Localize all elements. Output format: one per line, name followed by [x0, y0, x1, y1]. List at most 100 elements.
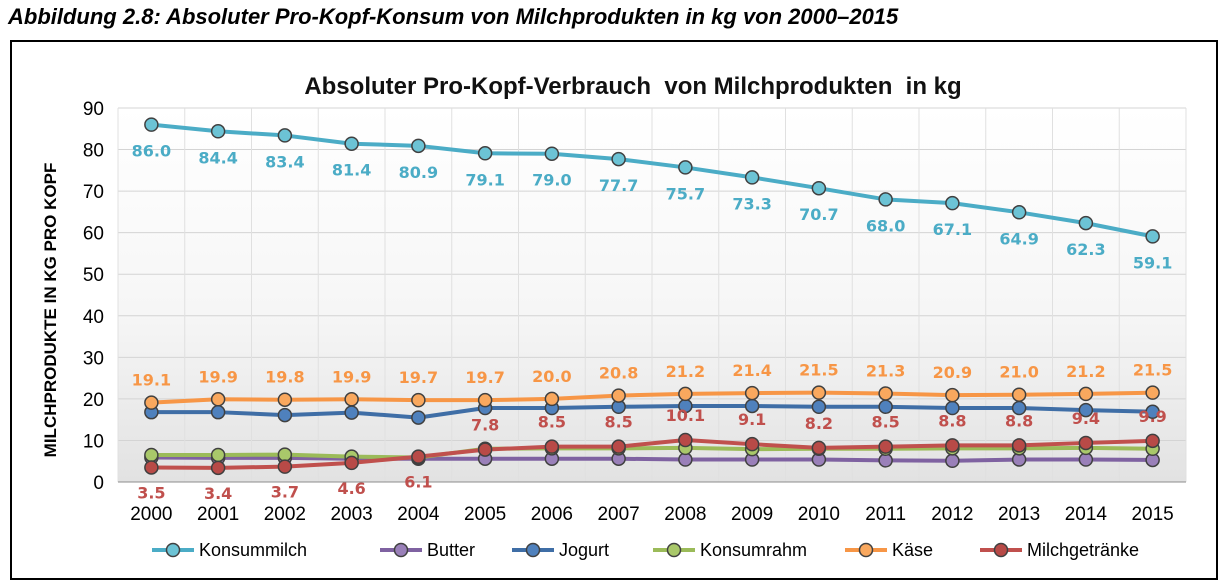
y-tick-label: 70 [83, 182, 104, 203]
data-point-konsummilch [411, 138, 426, 154]
data-point-konsummilch [945, 195, 960, 211]
data-label-konsummilch: 68.0 [866, 216, 905, 235]
data-point-k-se [1078, 386, 1094, 402]
data-point-jogurt [878, 399, 893, 415]
data-label-konsummilch: 77.7 [599, 176, 638, 195]
data-point-k-se [611, 388, 626, 403]
data-label-k-se: 21.5 [799, 361, 838, 380]
x-tick-label: 2011 [865, 504, 906, 525]
series-line-jogurt [151, 403, 1153, 420]
legend-item-konsummilch: Konsummilch [152, 540, 307, 560]
data-point-konsummilch [878, 192, 893, 207]
y-tick-label: 20 [83, 390, 104, 411]
data-point-konsummilch [811, 180, 827, 196]
data-label-k-se: 21.0 [999, 363, 1038, 382]
data-label-konsummilch: 84.4 [198, 148, 237, 167]
y-tick-label: 10 [83, 431, 104, 452]
data-point-milchgetr-nke [678, 432, 693, 448]
legend-label: Butter [427, 540, 475, 560]
data-point-milchgetr-nke [210, 460, 226, 476]
data-point-k-se [1145, 385, 1160, 400]
data-point-milchgetr-nke [277, 459, 293, 474]
data-point-k-se [477, 392, 493, 408]
data-point-konsummilch [277, 128, 293, 143]
legend-marker [393, 542, 409, 558]
data-label-k-se: 21.2 [1066, 362, 1105, 381]
data-point-k-se [1011, 387, 1027, 402]
data-point-jogurt [1145, 404, 1160, 420]
legend-label: Konsummilch [199, 540, 307, 560]
x-tick-label: 2014 [1065, 504, 1108, 525]
data-label-milchgetr-nke: 4.6 [337, 479, 365, 498]
data-label-milchgetr-nke: 9.4 [1072, 409, 1100, 428]
data-label-konsummilch: 86.0 [132, 142, 171, 161]
data-point-konsumrahm [144, 447, 159, 463]
legend-label: Jogurt [559, 540, 609, 560]
data-label-k-se: 21.5 [1133, 361, 1172, 380]
data-point-milchgetr-nke [744, 436, 760, 452]
data-label-konsummilch: 70.7 [799, 205, 838, 224]
data-label-konsummilch: 67.1 [933, 220, 972, 239]
data-point-milchgetr-nke [544, 439, 560, 454]
figure-caption: Abbildung 2.8: Absoluter Pro-Kopf-Konsum… [8, 4, 899, 29]
data-label-milchgetr-nke: 8.5 [604, 413, 632, 432]
data-point-konsummilch [1011, 205, 1027, 220]
data-label-milchgetr-nke: 3.5 [137, 483, 165, 502]
data-point-k-se [277, 392, 293, 407]
data-label-konsummilch: 59.1 [1133, 253, 1172, 272]
x-tick-label: 2000 [130, 504, 172, 525]
y-tick-label: 0 [93, 473, 104, 494]
data-label-k-se: 19.1 [132, 371, 171, 390]
series-milchgetr-nke [144, 432, 1160, 476]
legend-marker [666, 542, 682, 558]
y-tick-label: 50 [83, 265, 104, 286]
series-line-butter [151, 455, 1153, 463]
y-axis-label: MILCHPRODUKTE IN KG PRO KOPF [41, 163, 60, 458]
y-axis-ticks: 0 10 20 30 40 50 60 70 80 90 [83, 99, 104, 494]
data-point-jogurt [1078, 402, 1094, 418]
data-point-konsummilch [611, 151, 626, 167]
legend-label: Käse [892, 540, 933, 560]
data-label-konsummilch: 81.4 [332, 161, 371, 180]
data-label-k-se: 20.9 [933, 363, 972, 382]
data-point-milchgetr-nke [945, 438, 960, 453]
data-point-milchgetr-nke [344, 455, 359, 471]
x-tick-label: 2003 [330, 504, 372, 525]
y-tick-label: 30 [83, 348, 104, 369]
data-point-k-se [678, 386, 693, 402]
legend-item-milchgetr-nke: Milchgetränke [980, 540, 1139, 560]
data-label-milchgetr-nke: 6.1 [404, 473, 432, 492]
y-tick-label: 90 [83, 99, 104, 120]
data-label-konsummilch: 73.3 [732, 194, 771, 213]
data-point-butter [945, 453, 960, 469]
data-point-k-se [344, 392, 359, 407]
data-label-konsummilch: 79.0 [532, 171, 571, 190]
data-label-k-se: 19.9 [332, 367, 371, 386]
data-point-konsummilch [344, 136, 359, 151]
x-tick-label: 2010 [798, 504, 840, 525]
data-label-konsummilch: 80.9 [399, 163, 438, 182]
data-label-milchgetr-nke: 8.5 [538, 413, 566, 432]
data-label-milchgetr-nke: 8.5 [871, 413, 899, 432]
data-point-milchgetr-nke [477, 442, 493, 457]
data-label-k-se: 20.8 [599, 364, 638, 383]
data-labels: 86.0 84.4 83.4 81.4 80.9 79.1 79.0 77.7 75.7 73.3… [132, 142, 1173, 503]
x-tick-label: 2002 [264, 504, 306, 525]
legend: Konsummilch Butter Jogurt Konsumrahm Käse Mil… [152, 540, 1139, 560]
data-label-milchgetr-nke: 8.8 [938, 411, 966, 430]
data-label-k-se: 19.7 [465, 368, 504, 387]
data-point-konsummilch [210, 124, 226, 139]
data-label-konsummilch: 75.7 [666, 184, 705, 203]
series-group [144, 117, 1160, 476]
data-label-milchgetr-nke: 3.7 [271, 483, 299, 502]
x-tick-label: 2009 [731, 504, 773, 525]
x-tick-label: 2001 [197, 504, 239, 525]
x-tick-label: 2013 [998, 504, 1040, 525]
data-point-konsummilch [477, 146, 493, 161]
data-point-konsummilch [544, 146, 560, 161]
data-label-milchgetr-nke: 9.1 [738, 410, 766, 429]
x-tick-label: 2004 [397, 504, 440, 525]
data-point-jogurt [811, 399, 827, 415]
data-label-k-se: 19.7 [399, 368, 438, 387]
